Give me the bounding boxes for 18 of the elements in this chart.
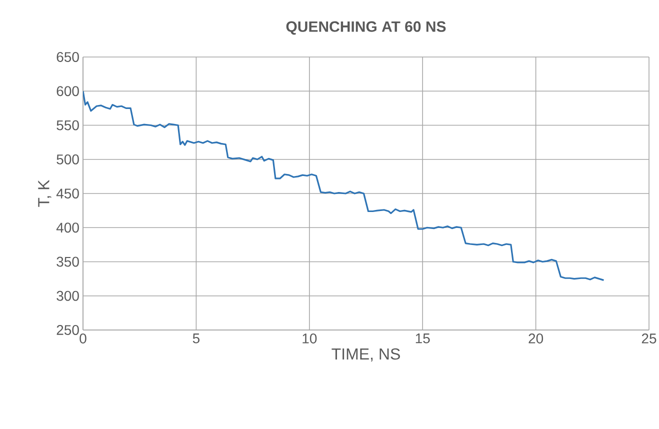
x-tick-label: 20 (528, 334, 544, 344)
y-tick-label: 350 (56, 256, 79, 267)
x-tick-label: 25 (642, 334, 656, 344)
x-tick-label: 0 (80, 334, 86, 344)
y-tick-label: 400 (56, 222, 79, 233)
y-tick-label: 300 (56, 290, 79, 301)
x-axis-title: TIME, NS (332, 348, 400, 362)
y-tick-label: 650 (56, 52, 79, 62)
y-tick-label: 500 (56, 154, 79, 164)
x-tick-label: 10 (302, 334, 317, 344)
x-tick-label: 5 (192, 334, 200, 344)
y-axis-title: T, K (38, 180, 52, 207)
y-tick-label: 450 (56, 188, 79, 198)
y-tick-label: 250 (56, 325, 79, 335)
y-tick-label: 600 (56, 86, 79, 96)
y-tick-label: 550 (56, 120, 79, 130)
x-tick-label: 15 (416, 334, 430, 344)
chart-title: QUENCHING AT 60 NS (286, 21, 446, 35)
